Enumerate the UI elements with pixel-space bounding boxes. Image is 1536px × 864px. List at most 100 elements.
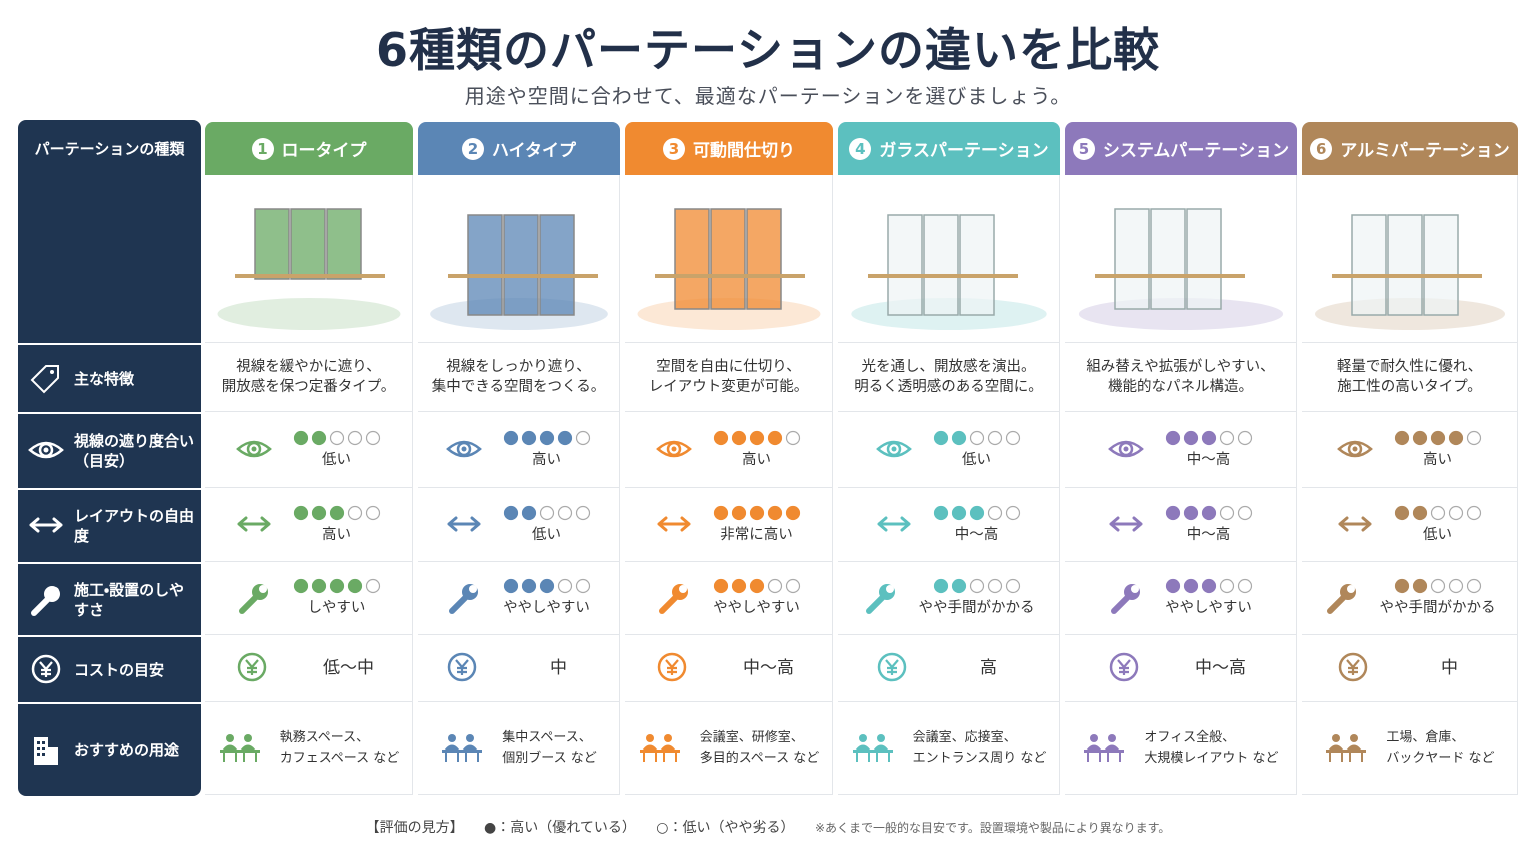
row-label-text: 施工・設置のしやすさ (74, 580, 184, 619)
dot-empty (1219, 430, 1234, 445)
icon (933, 505, 1020, 520)
icon (1394, 578, 1481, 594)
icon (850, 213, 1047, 330)
dot-empty (1237, 578, 1252, 594)
dot-empty (1237, 430, 1252, 445)
dot-filled (1412, 505, 1427, 520)
rating: 非常に高い (712, 505, 802, 545)
icon (933, 578, 1020, 594)
cost-label: 中 (550, 658, 567, 678)
icon (503, 430, 590, 445)
icon (429, 213, 608, 330)
rating-cell: 中〜高 (838, 488, 1060, 562)
icon (713, 505, 800, 520)
dot-filled (503, 430, 518, 445)
rating-label: やや手間がかかる (1379, 600, 1496, 616)
illustration (418, 175, 620, 343)
icon (1110, 584, 1140, 614)
icon (1338, 516, 1371, 531)
dot-filled (1430, 430, 1445, 445)
row-label: 視線の遮り度合い（目安） (18, 412, 201, 488)
dot-empty (329, 430, 344, 445)
feature-line: 空間を自由に仕切り、 (656, 359, 801, 375)
icon (238, 584, 268, 614)
icon (31, 585, 60, 616)
feature-line: 視線をしっかり遮り、 (446, 359, 591, 375)
rating: ややしやすい (712, 578, 802, 618)
dot-filled (539, 430, 554, 445)
row-label: おすすめの用途 (18, 702, 201, 795)
usage-line: オフィス全般、 (1144, 730, 1236, 745)
dot-filled (1201, 505, 1216, 520)
feature-line: 光を通し、開放感を演出。 (861, 359, 1036, 375)
column-header: 2 ハイタイプ (418, 122, 620, 175)
dot-empty (1466, 578, 1481, 594)
dot-filled (749, 430, 764, 445)
rating: 中〜高 (1164, 430, 1254, 470)
dot-filled (1183, 578, 1198, 594)
row-label-text: おすすめの用途 (74, 740, 180, 759)
dot-filled (933, 505, 948, 520)
icon (877, 652, 906, 682)
column-number: 3 (663, 137, 685, 160)
rating-label: ややしやすい (713, 600, 800, 616)
dot-filled (557, 430, 572, 445)
dot-filled (347, 578, 362, 594)
icon (219, 734, 260, 762)
usage: 集中スペース、 個別ブース など (502, 727, 596, 769)
feature: 視線を緩やかに遮り、 開放感を保つ定番タイプ。 (205, 343, 413, 412)
dot-empty (1430, 578, 1445, 594)
icon (1314, 213, 1505, 330)
feature-line: 開放感を保つ定番タイプ。 (221, 379, 396, 395)
rating-label: 非常に高い (720, 526, 793, 543)
dot-filled (1394, 578, 1409, 594)
subtitle: 用途や空間に合わせて、最適なパーテーションを選びましょう。 (464, 84, 1072, 108)
dot-filled (539, 578, 554, 594)
icon (216, 207, 401, 330)
legend-title: 【評価の見方】 (365, 820, 464, 836)
rating-label: 高い (532, 451, 561, 468)
dot-filled (293, 430, 308, 445)
column-header: 4 ガラスパーテーション (838, 122, 1060, 175)
icon (503, 505, 590, 520)
usage-line: 多目的スペース など (699, 751, 820, 766)
icon (655, 440, 692, 457)
title: 6種類のパーテーションの違いを比較 (375, 23, 1161, 77)
row-label-text: 主な特徴 (74, 369, 135, 388)
dot-empty (1430, 505, 1445, 520)
cost-cell: 低〜中 (205, 635, 413, 702)
dot-filled (503, 578, 518, 594)
dot-empty (1466, 505, 1481, 520)
feature: 空間を自由に仕切り、 レイアウト変更が可能。 (625, 343, 833, 412)
rating-cell: ややしやすい (1065, 562, 1297, 635)
column-name: ハイタイプ (492, 141, 576, 161)
usage-line: 会議室、研修室、 (699, 730, 804, 745)
dot-filled (713, 505, 728, 520)
icon (657, 652, 686, 682)
usage-cell: オフィス全般、 大規模レイアウト など (1065, 702, 1297, 795)
dot-empty (987, 505, 1002, 520)
illustration (1065, 175, 1297, 343)
column-header: 5 システムパーテーション (1065, 122, 1297, 175)
usage-cell: 集中スペース、 個別ブース など (418, 702, 620, 795)
dot-empty (575, 505, 590, 520)
rating: しやすい (292, 578, 382, 618)
row-label: レイアウトの自由度 (18, 488, 201, 562)
cost-cell: 中〜高 (1065, 635, 1297, 702)
column-header: 6 アルミパーテーション (1302, 122, 1518, 175)
dot-filled (293, 578, 308, 594)
icon (445, 440, 482, 457)
icon (235, 440, 272, 457)
dot-empty (1466, 430, 1481, 445)
rating-cell: 非常に高い (625, 488, 833, 562)
icon (852, 734, 893, 762)
rating-label: 中〜高 (1186, 526, 1231, 543)
cost-cell: 中 (418, 635, 620, 702)
dot-filled (767, 505, 782, 520)
usage-line: バックヤード など (1386, 751, 1495, 766)
dot-filled (1201, 578, 1216, 594)
feature-line: 組み替えや拡張がしやすい、 (1086, 359, 1275, 375)
icon (1336, 440, 1373, 457)
icon (657, 516, 690, 531)
